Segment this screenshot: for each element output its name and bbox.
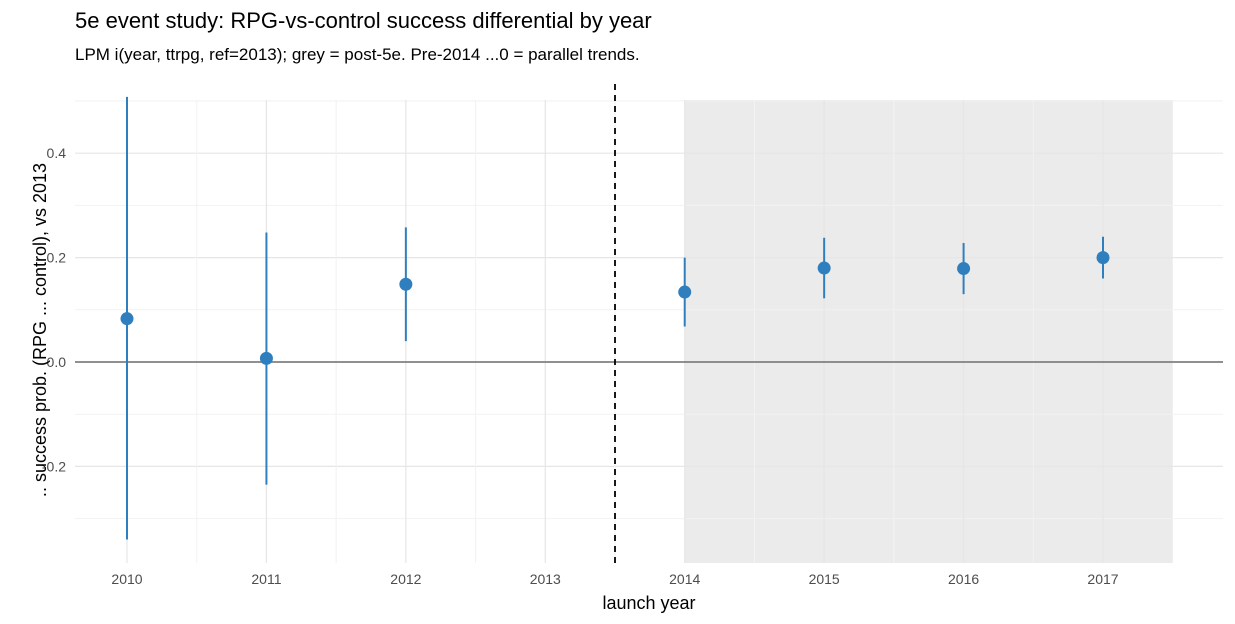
x-tick-label: 2011 (251, 571, 281, 587)
chart-title: 5e event study: RPG-vs-control success d… (75, 8, 652, 33)
x-axis-title: launch year (602, 593, 695, 613)
x-tick-label: 2014 (669, 571, 700, 587)
chart-subtitle: LPM i(year, ttrpg, ref=2013); grey = pos… (75, 45, 640, 64)
point-2014 (678, 285, 692, 299)
point-2015 (817, 261, 831, 275)
y-tick-label: 0.0 (47, 354, 67, 370)
point-2012 (399, 277, 413, 291)
point-2010 (120, 312, 134, 326)
x-tick-label: 2016 (948, 571, 979, 587)
post-period-shade (684, 100, 1173, 563)
x-tick-label: 2015 (809, 571, 840, 587)
x-tick-label: 2013 (530, 571, 561, 587)
point-2017 (1096, 251, 1110, 265)
point-2011 (259, 351, 273, 365)
y-tick-label: -0.2 (42, 458, 66, 474)
y-tick-label: 0.4 (47, 145, 67, 161)
x-tick-label: 2017 (1087, 571, 1118, 587)
x-tick-label: 2012 (390, 571, 421, 587)
plot-area: -0.2 0.0 0.2 0.4 2010 2011 2012 2013 2014 2015 201… (42, 84, 1223, 587)
x-tick-label: 2010 (111, 571, 142, 587)
y-axis-title: .. success prob. (RPG ... control), vs 2… (30, 163, 50, 497)
y-tick-label: 0.2 (47, 250, 67, 266)
point-2016 (957, 262, 971, 276)
